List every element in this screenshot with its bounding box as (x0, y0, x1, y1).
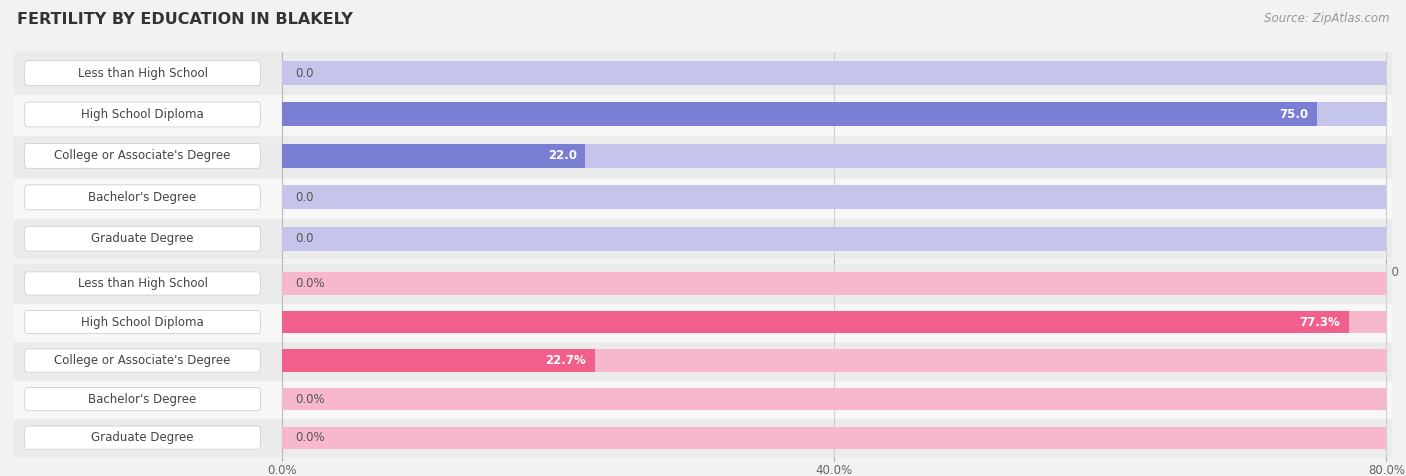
Bar (14, 94, 1392, 135)
FancyBboxPatch shape (25, 272, 260, 295)
Text: Graduate Degree: Graduate Degree (91, 431, 194, 444)
Bar (281, 61, 1386, 85)
FancyBboxPatch shape (25, 310, 260, 334)
Text: 75.0: 75.0 (1279, 108, 1309, 121)
Text: Less than High School: Less than High School (77, 67, 208, 79)
Bar (14, 135, 1392, 177)
FancyBboxPatch shape (25, 349, 260, 372)
Bar (281, 227, 1386, 251)
Text: 0.0%: 0.0% (295, 393, 325, 406)
Bar (14, 418, 1392, 457)
Bar (281, 144, 1386, 168)
Text: 22.0: 22.0 (547, 149, 576, 162)
Bar (14, 52, 1392, 94)
Text: High School Diploma: High School Diploma (82, 316, 204, 328)
Text: Bachelor's Degree: Bachelor's Degree (89, 191, 197, 204)
Text: Less than High School: Less than High School (77, 277, 208, 290)
Text: 0.0: 0.0 (295, 67, 314, 79)
Text: 22.7%: 22.7% (546, 354, 586, 367)
FancyBboxPatch shape (25, 185, 260, 210)
Bar (281, 349, 1386, 372)
Bar (281, 144, 585, 168)
Bar (14, 341, 1392, 380)
Text: 0.0: 0.0 (295, 191, 314, 204)
Text: FERTILITY BY EDUCATION IN BLAKELY: FERTILITY BY EDUCATION IN BLAKELY (17, 12, 353, 27)
FancyBboxPatch shape (25, 143, 260, 169)
Text: 0.0: 0.0 (295, 232, 314, 245)
Text: 77.3%: 77.3% (1299, 316, 1340, 328)
Text: High School Diploma: High School Diploma (82, 108, 204, 121)
Bar (14, 303, 1392, 341)
Bar (14, 177, 1392, 218)
Bar (281, 185, 1386, 209)
FancyBboxPatch shape (25, 226, 260, 251)
Bar (14, 264, 1392, 303)
Bar (14, 380, 1392, 418)
Bar (281, 388, 1386, 410)
Bar (14, 218, 1392, 259)
Bar (281, 102, 1386, 127)
Bar (281, 311, 1386, 333)
Text: 0.0%: 0.0% (295, 431, 325, 444)
Bar (281, 102, 1317, 127)
Bar (281, 426, 1386, 449)
Text: 0.0%: 0.0% (295, 277, 325, 290)
FancyBboxPatch shape (25, 60, 260, 86)
Text: Source: ZipAtlas.com: Source: ZipAtlas.com (1264, 12, 1389, 25)
Text: College or Associate's Degree: College or Associate's Degree (55, 149, 231, 162)
FancyBboxPatch shape (25, 387, 260, 411)
FancyBboxPatch shape (25, 102, 260, 127)
Text: Bachelor's Degree: Bachelor's Degree (89, 393, 197, 406)
FancyBboxPatch shape (25, 426, 260, 449)
Text: Graduate Degree: Graduate Degree (91, 232, 194, 245)
Bar (281, 272, 1386, 295)
Bar (281, 311, 1350, 333)
Text: College or Associate's Degree: College or Associate's Degree (55, 354, 231, 367)
Bar (281, 349, 595, 372)
